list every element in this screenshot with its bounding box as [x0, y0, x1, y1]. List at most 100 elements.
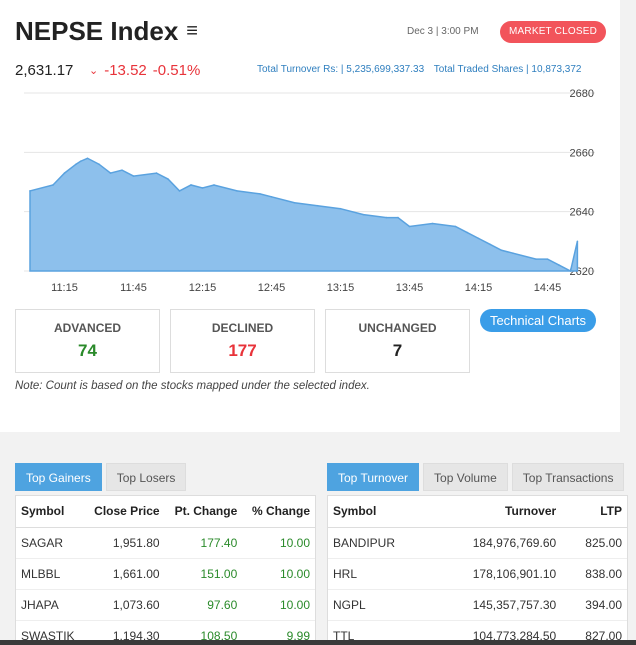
x-tick-label: 12:15: [189, 282, 217, 294]
data-point: [397, 216, 399, 219]
data-point: [454, 225, 457, 228]
ltp-cell: 825.00: [561, 527, 627, 559]
table-row[interactable]: HRL 178,106,901.10 838.00: [328, 558, 627, 590]
data-point: [512, 252, 514, 254]
data-point: [466, 231, 468, 234]
x-tick-label: 14:15: [465, 282, 493, 294]
pt-change-cell: 97.60: [164, 589, 243, 621]
symbol-cell[interactable]: MLBBL: [16, 558, 84, 590]
data-point: [63, 172, 66, 174]
index-title: NEPSE Index: [15, 16, 179, 46]
data-point: [362, 213, 365, 216]
index-card: NEPSE Index ≡ Dec 3 | 3:00 PM MARKET CLO…: [0, 0, 620, 432]
top-gainers-panel: Symbol Close Price Pt. Change % Change S…: [15, 495, 316, 645]
col-pt-change: Pt. Change: [164, 496, 243, 528]
down-arrow-icon: ⌄: [89, 65, 99, 77]
turnover-tabs: Top Turnover Top Volume Top Transactions: [327, 463, 625, 491]
bottom-scrollbar[interactable]: [0, 640, 636, 645]
data-point: [270, 196, 273, 198]
change-percent: -0.51%: [152, 62, 201, 79]
data-point: [132, 175, 135, 177]
data-point: [316, 204, 319, 207]
market-status-badge: MARKET CLOSED: [500, 21, 606, 43]
close-price-cell: 1,951.80: [83, 527, 165, 559]
col-turnover: Turnover: [429, 496, 562, 528]
x-tick-label: 11:45: [120, 282, 147, 294]
tab-top-losers[interactable]: Top Losers: [105, 463, 187, 491]
market-datetime: Dec 3 | 3:00 PM: [407, 26, 479, 37]
table-header-row: Symbol Close Price Pt. Change % Change: [16, 496, 315, 528]
x-tick-label: 14:45: [534, 282, 562, 294]
data-point: [236, 190, 238, 192]
y-tick-label: 2660: [570, 147, 594, 159]
tab-top-turnover[interactable]: Top Turnover: [327, 463, 420, 491]
advanced-label: ADVANCED: [53, 321, 122, 335]
pct-change-cell: 10.00: [242, 558, 315, 590]
data-point: [339, 207, 342, 210]
data-point: [489, 243, 491, 246]
data-point: [213, 184, 215, 186]
top-turnover-panel: Symbol Turnover LTP BANDIPUR 184,976,769…: [327, 495, 628, 645]
turnover-cell: 178,106,901.10: [429, 558, 562, 590]
y-tick-label: 2640: [570, 207, 594, 219]
close-price-cell: 1,073.60: [83, 589, 165, 621]
tab-top-transactions[interactable]: Top Transactions: [511, 463, 625, 491]
index-area-series: [29, 157, 579, 273]
ltp-cell: 838.00: [561, 558, 627, 590]
page-title: NEPSE Index ≡: [15, 16, 198, 47]
table-row[interactable]: MLBBL 1,661.00 151.00 10.00: [16, 558, 315, 590]
unchanged-stat: UNCHANGED 7: [325, 309, 470, 373]
menu-icon[interactable]: ≡: [186, 20, 198, 42]
col-symbol: Symbol: [16, 496, 84, 528]
data-point: [431, 222, 434, 225]
data-point: [155, 172, 158, 174]
unchanged-value: 7: [392, 341, 403, 360]
pt-change-cell: 151.00: [164, 558, 243, 590]
x-tick-label: 12:45: [258, 282, 286, 294]
data-point: [558, 264, 560, 266]
data-point: [293, 201, 296, 204]
data-point: [109, 172, 112, 174]
total-turnover: Total Turnover Rs: | 5,235,699,337.33: [257, 64, 425, 75]
symbol-cell[interactable]: HRL: [328, 558, 430, 590]
pct-change-cell: 10.00: [242, 527, 315, 559]
total-traded-shares: Total Traded Shares | 10,873,372: [433, 64, 582, 75]
data-point: [121, 169, 123, 171]
table-header-row: Symbol Turnover LTP: [328, 496, 627, 528]
data-point: [98, 163, 100, 165]
symbol-cell[interactable]: BANDIPUR: [328, 527, 430, 559]
symbol-cell[interactable]: NGPL: [328, 589, 430, 621]
tab-top-volume[interactable]: Top Volume: [423, 463, 508, 491]
turnover-cell: 184,976,769.60: [429, 527, 562, 559]
top-turnover-table: Symbol Turnover LTP BANDIPUR 184,976,769…: [328, 496, 627, 644]
table-row[interactable]: NGPL 145,357,757.30 394.00: [328, 589, 627, 621]
data-point: [569, 270, 572, 272]
x-tick-label: 11:15: [51, 282, 78, 294]
table-row[interactable]: JHAPA 1,073.60 97.60 10.00: [16, 589, 315, 621]
x-tick-label: 13:45: [396, 282, 424, 294]
close-price-cell: 1,661.00: [83, 558, 165, 590]
change-points: -13.52: [104, 62, 147, 79]
symbol-cell[interactable]: SAGAR: [16, 527, 84, 559]
tab-top-gainers[interactable]: Top Gainers: [15, 463, 102, 491]
declined-value: 177: [228, 341, 257, 360]
index-change: ⌄ -13.52 -0.51%: [89, 62, 200, 79]
data-point: [385, 216, 388, 219]
symbol-cell[interactable]: JHAPA: [16, 589, 84, 621]
data-point: [52, 184, 54, 186]
advanced-stat: ADVANCED 74: [15, 309, 160, 373]
data-point: [86, 157, 89, 160]
table-row[interactable]: SAGAR 1,951.80 177.40 10.00: [16, 527, 315, 559]
technical-charts-button[interactable]: Technical Charts: [480, 309, 596, 332]
y-tick-label: 2680: [570, 88, 594, 100]
data-point: [500, 249, 503, 252]
data-point: [167, 178, 169, 180]
turnover-cell: 145,357,757.30: [429, 589, 562, 621]
top-gainers-table: Symbol Close Price Pt. Change % Change S…: [16, 496, 315, 644]
data-point: [29, 190, 31, 192]
col-pct-change: % Change: [242, 496, 315, 528]
table-row[interactable]: BANDIPUR 184,976,769.60 825.00: [328, 527, 627, 559]
data-point: [477, 237, 480, 240]
col-symbol: Symbol: [328, 496, 430, 528]
